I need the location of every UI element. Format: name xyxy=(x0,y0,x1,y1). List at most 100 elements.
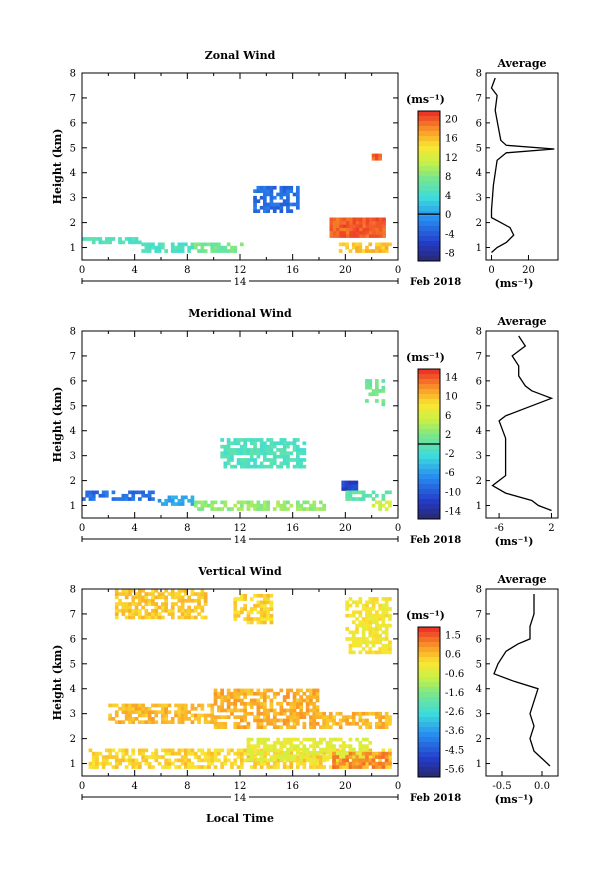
heat-cell xyxy=(230,441,234,446)
heat-cell xyxy=(282,711,287,716)
colorbar-segment xyxy=(418,444,440,450)
heat-cell xyxy=(381,497,386,501)
heat-cell xyxy=(365,234,370,238)
colorbar-segment xyxy=(418,156,440,162)
heat-cell xyxy=(375,711,379,716)
heat-cell xyxy=(302,458,307,462)
heat-cell xyxy=(210,242,215,247)
heat-cell xyxy=(365,744,369,748)
colorbar-segment xyxy=(418,231,440,237)
heat-cell xyxy=(292,458,297,462)
heat-cell xyxy=(256,448,261,452)
heat-cell xyxy=(144,612,149,616)
heat-cell xyxy=(187,761,191,766)
heat-cell xyxy=(309,688,313,693)
heat-cell xyxy=(382,234,386,238)
heat-cell xyxy=(220,507,224,511)
heat-cell xyxy=(296,199,300,203)
heat-cell xyxy=(276,765,280,769)
heat-cell xyxy=(388,718,392,723)
heat-cell xyxy=(381,503,386,508)
colorbar-segment xyxy=(418,136,440,142)
heat-cell xyxy=(263,189,267,193)
heat-cell xyxy=(226,461,231,466)
heat-cell xyxy=(349,230,353,235)
heat-cell xyxy=(164,249,168,253)
heat-cell xyxy=(352,224,357,228)
heat-cell xyxy=(197,758,201,763)
heat-cell xyxy=(358,741,363,745)
colorbar-tick-label: -4.5 xyxy=(445,745,464,756)
heat-cell xyxy=(282,438,287,442)
heat-cell xyxy=(144,602,149,606)
heat-cell xyxy=(276,758,280,763)
heat-cell xyxy=(361,603,366,608)
heat-cell xyxy=(369,224,373,228)
heat-cell xyxy=(302,758,307,763)
heat-cell xyxy=(259,725,264,729)
heat-cell xyxy=(210,761,215,766)
heat-cell xyxy=(263,613,267,618)
heat-cell xyxy=(296,705,300,709)
heat-cell xyxy=(365,379,369,383)
heat-cell xyxy=(138,240,142,245)
heat-cell xyxy=(344,487,349,491)
average-x-tick-label: 2 xyxy=(548,523,554,534)
heat-cell xyxy=(226,748,231,753)
heat-cell xyxy=(286,444,290,449)
heat-cell xyxy=(187,751,191,756)
heat-cell xyxy=(361,630,366,635)
heat-cell xyxy=(365,747,369,752)
heat-cell xyxy=(381,647,386,651)
heat-cell xyxy=(312,500,317,505)
heat-cell xyxy=(286,741,290,745)
heat-cell xyxy=(312,755,317,759)
heat-region-5 xyxy=(319,711,392,729)
heat-cell xyxy=(296,205,300,210)
heat-cell xyxy=(339,217,344,222)
average-x-tick-label: 0 xyxy=(488,265,494,276)
heat-cell xyxy=(144,493,149,498)
heat-cell xyxy=(167,761,172,766)
heat-cell xyxy=(296,765,300,769)
heat-cell xyxy=(299,751,303,756)
heat-cell xyxy=(289,503,294,508)
colorbar-segment xyxy=(418,772,440,778)
heat-cell xyxy=(180,502,185,506)
heat-cell xyxy=(226,698,231,703)
heat-cell xyxy=(266,209,270,213)
heat-cell xyxy=(384,603,389,608)
heat-cell xyxy=(200,605,205,610)
heat-cell xyxy=(101,761,106,766)
average-y-tick-label: 5 xyxy=(476,401,482,412)
heat-cell xyxy=(203,755,208,759)
heat-cell xyxy=(121,706,126,711)
heat-region-7 xyxy=(371,500,392,511)
heat-cell xyxy=(240,464,244,469)
heat-region-6 xyxy=(371,153,382,161)
heat-cell xyxy=(164,761,168,766)
heat-cell xyxy=(348,637,353,641)
heat-cell xyxy=(266,600,270,605)
heat-cell xyxy=(319,755,323,759)
heat-cell xyxy=(371,600,376,605)
heat-cell xyxy=(266,744,270,748)
heat-cell xyxy=(243,691,247,696)
heat-cell xyxy=(180,710,185,714)
heat-cell xyxy=(203,500,208,505)
heat-cell xyxy=(279,701,284,706)
heat-cell xyxy=(358,610,363,615)
heat-cell xyxy=(269,461,274,466)
heat-cell xyxy=(121,720,126,724)
heat-cell xyxy=(279,438,284,442)
heat-cell xyxy=(243,748,247,753)
heat-cell xyxy=(359,234,363,238)
heat-cell xyxy=(375,227,380,232)
heat-cell xyxy=(230,761,234,766)
heat-cell xyxy=(167,765,172,769)
heat-cell xyxy=(174,765,178,769)
heat-cell xyxy=(361,640,366,645)
heat-cell xyxy=(193,242,198,247)
heat-cell xyxy=(272,691,277,696)
heat-cell xyxy=(355,711,359,716)
